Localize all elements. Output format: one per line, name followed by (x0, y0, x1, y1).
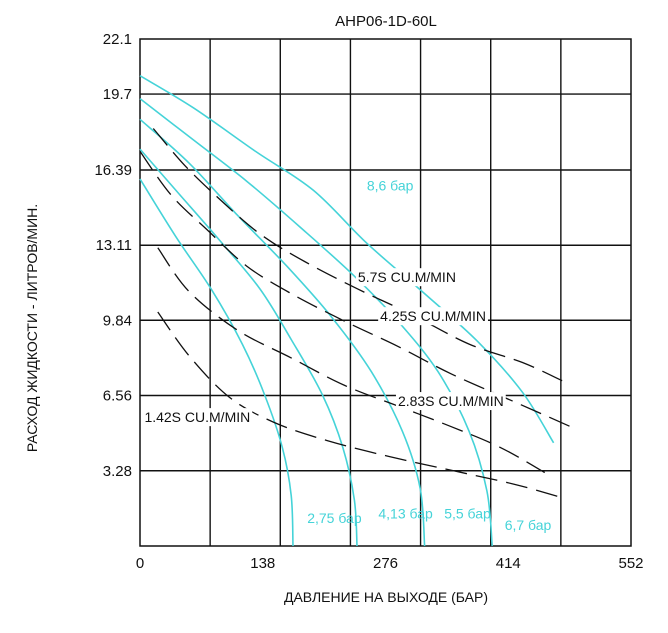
airflow-curve-label: 4.25S CU.M/MIN (380, 308, 486, 324)
x-tick-label: 138 (250, 555, 275, 572)
airflow-curve-label: 2.83S CU.M/MIN (398, 393, 504, 409)
x-tick-label: 0 (136, 555, 144, 572)
pressure-curve (139, 118, 426, 547)
airflow-curve (152, 128, 563, 382)
y-tick-label: 19.7 (103, 86, 132, 103)
airflow-label-bg (395, 392, 506, 411)
series (139, 75, 577, 547)
airflow-label-bg (355, 268, 458, 287)
x-tick-label: 414 (496, 555, 521, 572)
pressure-curve-label: 6,7 бар (505, 517, 552, 533)
pressure-curve-label: 4,13 бар (378, 505, 433, 521)
airflow-label-bg (378, 307, 488, 326)
y-tick-label: 16.39 (94, 162, 132, 179)
pressure-curve (139, 75, 555, 444)
airflow-curve (157, 247, 546, 474)
pressure-curve-label: 2,75 бар (307, 510, 362, 526)
pressure-curve-label: 8,6 бар (367, 177, 414, 193)
y-tick-label: 9.84 (103, 312, 132, 329)
y-tick-label: 13.11 (96, 237, 132, 254)
y-tick-label: 22.1 (103, 31, 132, 48)
airflow-curve (139, 151, 577, 430)
y-tick-label: 6.56 (103, 388, 132, 405)
y-axis-label: РАСХОД ЖИДКОСТИ - ЛИТРОВ/МИН. (24, 204, 40, 452)
series-labels: 2,75 бар 4,13 бар 5,5 бар 6,7 бар 8,6 бар 1.4… (142, 177, 552, 533)
x-tick-label: 276 (373, 555, 398, 572)
airflow-curve (157, 311, 563, 499)
tick-labels: 0 138 276 414 552 3.28 6.56 9.84 13.11 16.39 19.7 2… (94, 31, 643, 572)
y-tick-label: 3.28 (103, 463, 132, 480)
airflow-curve-label: 5.7S CU.M/MIN (358, 269, 456, 285)
pressure-curve (139, 178, 294, 547)
x-axis-label: ДАВЛЕНИЕ НА ВЫХОДЕ (БАР) (284, 589, 488, 605)
airflow-label-bg (142, 408, 253, 427)
chart-title: AHP06-1D-60L (335, 13, 437, 30)
plot-frame (139, 38, 632, 547)
airflow-curve-label: 1.42S CU.M/MIN (144, 409, 250, 425)
pressure-curve (139, 97, 493, 547)
x-tick-label: 552 (618, 555, 643, 572)
pressure-curve (139, 148, 358, 547)
pressure-curve-label: 5,5 бар (444, 505, 491, 521)
